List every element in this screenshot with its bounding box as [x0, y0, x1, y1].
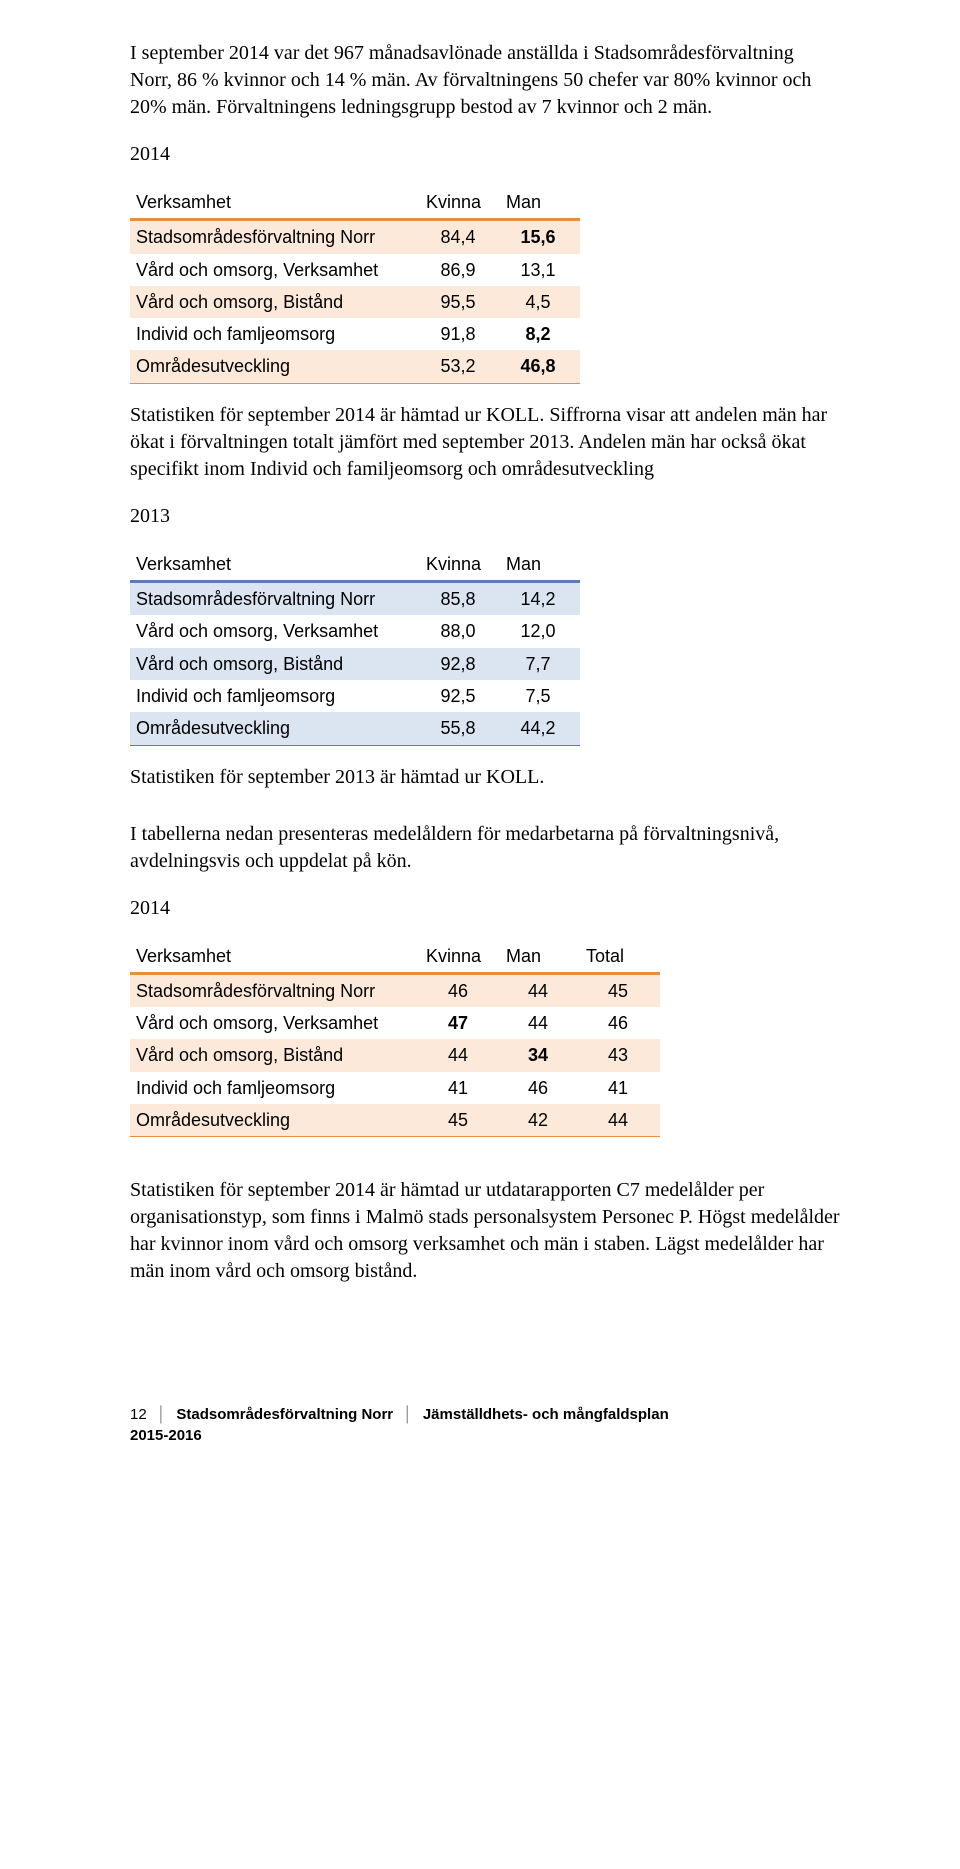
table-row: Vård och omsorg, Verksamhet 47 44 46 [130, 1007, 660, 1039]
cell-label: Individ och famljeomsorg [130, 1072, 420, 1104]
cell-label: Områdesutveckling [130, 1104, 420, 1137]
table-row: Stadsområdesförvaltning Norr 46 44 45 [130, 973, 660, 1007]
table-2014-age: Verksamhet Kvinna Man Total Stadsområdes… [130, 940, 660, 1138]
cell-value: 12,0 [500, 615, 580, 647]
table-row: Vård och omsorg, Bistånd 44 34 43 [130, 1039, 660, 1071]
paragraph-age-intro: I tabellerna nedan presenteras medelålde… [130, 821, 840, 875]
cell-label: Områdesutveckling [130, 350, 420, 383]
cell-label: Vård och omsorg, Bistånd [130, 1039, 420, 1071]
cell-label: Stadsområdesförvaltning Norr [130, 582, 420, 616]
paragraph-source-2013: Statistiken för september 2013 är hämtad… [130, 764, 840, 791]
table-header: Kvinna [420, 186, 500, 220]
footer-years: 2015-2016 [130, 1427, 202, 1444]
table-2014-gender: Verksamhet Kvinna Man Stadsområdesförval… [130, 186, 580, 384]
cell-value: 88,0 [420, 615, 500, 647]
table-row: Individ och famljeomsorg 92,5 7,5 [130, 680, 580, 712]
cell-value: 92,8 [420, 648, 500, 680]
table-header: Man [500, 940, 580, 974]
table-row: Individ och famljeomsorg 91,8 8,2 [130, 318, 580, 350]
page-number: 12 [130, 1406, 147, 1423]
cell-value: 46 [580, 1007, 660, 1039]
cell-value: 91,8 [420, 318, 500, 350]
table-row: Stadsområdesförvaltning Norr 85,8 14,2 [130, 582, 580, 616]
cell-label: Vård och omsorg, Bistånd [130, 648, 420, 680]
cell-label: Stadsområdesförvaltning Norr [130, 220, 420, 254]
table-header: Verksamhet [130, 548, 420, 582]
footer-doc-title: Jämställdhets- och mångfaldsplan [423, 1406, 669, 1423]
table-row: Individ och famljeomsorg 41 46 41 [130, 1072, 660, 1104]
cell-value: 14,2 [500, 582, 580, 616]
cell-label: Individ och famljeomsorg [130, 680, 420, 712]
table-2013-gender: Verksamhet Kvinna Man Stadsområdesförval… [130, 548, 580, 746]
table-header: Verksamhet [130, 186, 420, 220]
table-row: Vård och omsorg, Bistånd 95,5 4,5 [130, 286, 580, 318]
table-header: Man [500, 186, 580, 220]
table-header: Kvinna [420, 940, 500, 974]
cell-value: 41 [580, 1072, 660, 1104]
footer-separator: │ [157, 1406, 166, 1423]
cell-value: 55,8 [420, 712, 500, 745]
cell-value: 45 [420, 1104, 500, 1137]
cell-value: 15,6 [500, 220, 580, 254]
cell-value: 44 [500, 973, 580, 1007]
paragraph-analysis-2014: Statistiken för september 2014 är hämtad… [130, 402, 840, 483]
cell-value: 8,2 [500, 318, 580, 350]
cell-value: 44,2 [500, 712, 580, 745]
cell-value: 43 [580, 1039, 660, 1071]
cell-value: 95,5 [420, 286, 500, 318]
table-header: Man [500, 548, 580, 582]
table-header: Kvinna [420, 548, 500, 582]
cell-label: Vård och omsorg, Bistånd [130, 286, 420, 318]
year-2013-label: 2013 [130, 503, 840, 530]
cell-value: 46 [420, 973, 500, 1007]
cell-value: 13,1 [500, 254, 580, 286]
year-2014-label: 2014 [130, 141, 840, 168]
cell-value: 4,5 [500, 286, 580, 318]
cell-value: 41 [420, 1072, 500, 1104]
cell-value: 92,5 [420, 680, 500, 712]
intro-paragraph: I september 2014 var det 967 månadsavlön… [130, 40, 840, 121]
cell-value: 44 [500, 1007, 580, 1039]
cell-label: Områdesutveckling [130, 712, 420, 745]
cell-value: 53,2 [420, 350, 500, 383]
paragraph-age-analysis: Statistiken för september 2014 är hämtad… [130, 1177, 840, 1285]
cell-value: 7,5 [500, 680, 580, 712]
table-row: Vård och omsorg, Verksamhet 88,0 12,0 [130, 615, 580, 647]
cell-value: 85,8 [420, 582, 500, 616]
footer-separator: │ [403, 1406, 412, 1423]
table-row: Vård och omsorg, Verksamhet 86,9 13,1 [130, 254, 580, 286]
cell-value: 42 [500, 1104, 580, 1137]
cell-value: 84,4 [420, 220, 500, 254]
footer-org: Stadsområdesförvaltning Norr [176, 1406, 393, 1423]
table-header: Total [580, 940, 660, 974]
cell-value: 86,9 [420, 254, 500, 286]
table-row: Områdesutveckling 45 42 44 [130, 1104, 660, 1137]
cell-label: Vård och omsorg, Verksamhet [130, 615, 420, 647]
table-row: Vård och omsorg, Bistånd 92,8 7,7 [130, 648, 580, 680]
table-row: Stadsområdesförvaltning Norr 84,4 15,6 [130, 220, 580, 254]
cell-label: Individ och famljeomsorg [130, 318, 420, 350]
cell-value: 44 [580, 1104, 660, 1137]
table-row: Områdesutveckling 53,2 46,8 [130, 350, 580, 383]
table-header: Verksamhet [130, 940, 420, 974]
cell-label: Vård och omsorg, Verksamhet [130, 1007, 420, 1039]
table-row: Områdesutveckling 55,8 44,2 [130, 712, 580, 745]
cell-value: 47 [420, 1007, 500, 1039]
cell-value: 45 [580, 973, 660, 1007]
cell-label: Stadsområdesförvaltning Norr [130, 973, 420, 1007]
cell-label: Vård och omsorg, Verksamhet [130, 254, 420, 286]
page-footer: 12 │ Stadsområdesförvaltning Norr │ Jäms… [130, 1405, 840, 1446]
cell-value: 46,8 [500, 350, 580, 383]
cell-value: 44 [420, 1039, 500, 1071]
year-2014b-label: 2014 [130, 895, 840, 922]
cell-value: 34 [500, 1039, 580, 1071]
cell-value: 7,7 [500, 648, 580, 680]
cell-value: 46 [500, 1072, 580, 1104]
